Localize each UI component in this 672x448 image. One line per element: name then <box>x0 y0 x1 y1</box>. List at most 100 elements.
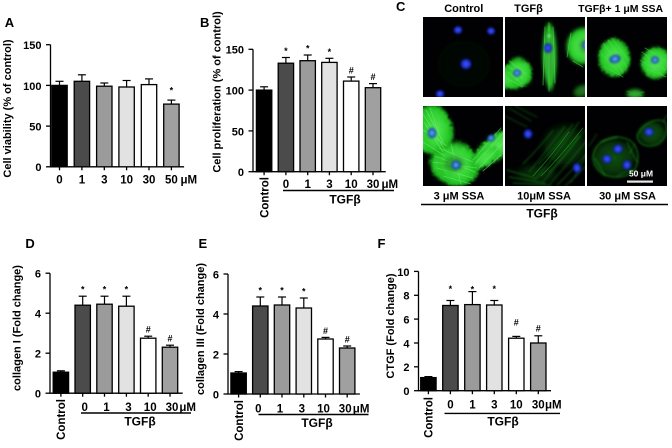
svg-text:2: 2 <box>403 362 409 374</box>
svg-text:TGFβ: TGFβ <box>124 415 155 429</box>
svg-text:0: 0 <box>35 389 41 401</box>
svg-text:100: 100 <box>226 86 244 98</box>
svg-text:6: 6 <box>213 269 219 281</box>
svg-text:#: # <box>323 326 328 336</box>
svg-text:#: # <box>370 72 375 82</box>
svg-text:3: 3 <box>101 175 107 187</box>
svg-text:*: * <box>170 86 174 96</box>
svg-text:1: 1 <box>277 404 284 416</box>
svg-text:0: 0 <box>81 402 87 414</box>
svg-text:TGFβ: TGFβ <box>301 416 332 430</box>
svg-text:#: # <box>514 318 519 328</box>
svg-text:30: 30 <box>339 404 352 416</box>
svg-text:6: 6 <box>35 269 41 281</box>
svg-text:50: 50 <box>232 126 244 138</box>
svg-text:*: * <box>103 285 107 295</box>
svg-text:0: 0 <box>403 386 409 398</box>
svg-text:3: 3 <box>299 404 305 416</box>
svg-text:Control: Control <box>259 177 271 218</box>
svg-text:1: 1 <box>469 400 476 412</box>
svg-text:0: 0 <box>213 389 219 401</box>
svg-text:10: 10 <box>345 179 358 191</box>
svg-text:1: 1 <box>103 402 110 414</box>
svg-text:CTGF (Fold change): CTGF (Fold change) <box>385 273 397 378</box>
svg-text:μM: μM <box>181 175 198 187</box>
svg-text:*: * <box>493 284 497 294</box>
svg-text:TGFβ: TGFβ <box>329 193 360 207</box>
svg-text:4: 4 <box>213 309 220 321</box>
svg-text:30: 30 <box>367 179 380 191</box>
svg-text:Cell viability (% of control): Cell viability (% of control) <box>2 39 14 177</box>
svg-text:μM: μM <box>382 179 399 191</box>
svg-text:*: * <box>81 285 85 295</box>
svg-text:1: 1 <box>304 179 311 191</box>
svg-text:*: * <box>449 284 453 294</box>
svg-text:100: 100 <box>23 81 41 93</box>
svg-text:A: A <box>5 15 15 30</box>
svg-text:8: 8 <box>403 291 409 303</box>
svg-text:#: # <box>536 324 541 334</box>
svg-text:TGFβ: TGFβ <box>514 3 543 15</box>
svg-text:Control: Control <box>423 397 435 438</box>
svg-text:1: 1 <box>79 175 86 187</box>
svg-text:#: # <box>167 334 172 344</box>
svg-text:collagen III (Fold change): collagen III (Fold change) <box>195 263 207 395</box>
svg-text:*: * <box>328 47 332 57</box>
svg-text:50 μM: 50 μM <box>629 169 653 179</box>
svg-text:E: E <box>199 236 208 251</box>
svg-text:6: 6 <box>403 315 409 327</box>
svg-text:Control: Control <box>56 399 68 440</box>
svg-text:150: 150 <box>226 45 244 57</box>
svg-text:F: F <box>378 236 386 251</box>
svg-text:10: 10 <box>144 402 157 414</box>
svg-text:0: 0 <box>283 179 289 191</box>
svg-text:30: 30 <box>166 402 179 414</box>
svg-text:*: * <box>302 287 306 297</box>
svg-text:μM: μM <box>179 402 196 414</box>
svg-text:10: 10 <box>397 267 409 279</box>
svg-text:μM: μM <box>545 400 562 412</box>
svg-text:TGFβ: TGFβ <box>526 207 557 221</box>
svg-text:Control: Control <box>234 400 246 441</box>
svg-text:3: 3 <box>326 179 332 191</box>
svg-text:0: 0 <box>447 400 453 412</box>
svg-text:0: 0 <box>35 162 41 174</box>
svg-text:50: 50 <box>29 122 41 134</box>
svg-text:3: 3 <box>125 402 131 414</box>
svg-text:10: 10 <box>120 175 133 187</box>
svg-text:TGFβ: TGFβ <box>487 415 518 429</box>
svg-text:0: 0 <box>238 167 244 179</box>
svg-text:0: 0 <box>255 404 261 416</box>
svg-text:50: 50 <box>165 175 178 187</box>
svg-text:D: D <box>25 236 34 251</box>
svg-text:μM: μM <box>353 404 370 416</box>
svg-text:Control: Control <box>444 3 483 15</box>
svg-text:4: 4 <box>35 309 42 321</box>
svg-text:*: * <box>125 285 129 295</box>
svg-text:*: * <box>280 286 284 296</box>
svg-text:10μM SSA: 10μM SSA <box>517 191 571 203</box>
svg-text:30 μM SSA: 30 μM SSA <box>599 191 656 203</box>
svg-text:10: 10 <box>317 404 330 416</box>
svg-text:*: * <box>471 285 475 295</box>
svg-text:3: 3 <box>491 400 497 412</box>
svg-text:0: 0 <box>56 175 62 187</box>
svg-text:C: C <box>396 0 406 14</box>
svg-text:#: # <box>146 325 151 335</box>
svg-text:150: 150 <box>23 40 41 52</box>
svg-text:TGFβ+ 1 μM SSA: TGFβ+ 1 μM SSA <box>578 3 663 15</box>
svg-text:Cell proliferation (% of contr: Cell proliferation (% of control) <box>212 11 224 173</box>
svg-text:30: 30 <box>532 400 545 412</box>
svg-text:collagen I (Fold change): collagen I (Fold change) <box>12 265 24 391</box>
svg-text:2: 2 <box>35 349 41 361</box>
svg-text:*: * <box>284 46 288 56</box>
svg-text:B: B <box>200 15 209 30</box>
svg-text:#: # <box>345 335 350 345</box>
svg-text:3 μM SSA: 3 μM SSA <box>434 191 485 203</box>
svg-text:30: 30 <box>143 175 156 187</box>
svg-text:*: * <box>306 44 310 54</box>
svg-text:#: # <box>349 66 354 76</box>
svg-text:10: 10 <box>510 400 523 412</box>
svg-text:2: 2 <box>213 349 219 361</box>
svg-text:4: 4 <box>403 338 410 350</box>
